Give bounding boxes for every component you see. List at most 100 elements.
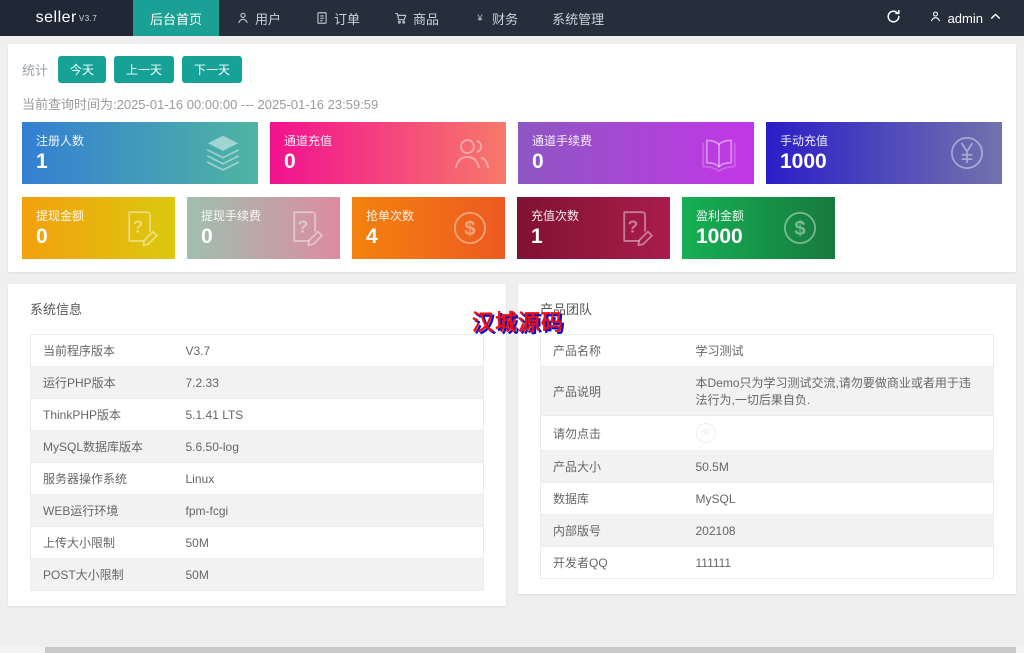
stat-card: 注册人数 1 bbox=[22, 122, 258, 184]
table-row: 产品大小 50.5M bbox=[540, 450, 994, 483]
row-label: MySQL数据库版本 bbox=[30, 430, 174, 463]
main-menu: 后台首页 用户 订单 商品 ¥ 财务 系统管理 bbox=[133, 0, 621, 36]
table-row: 产品名称 学习测试 bbox=[540, 334, 994, 367]
row-label: 内部版号 bbox=[540, 514, 684, 547]
row-value: 50.5M bbox=[683, 450, 994, 483]
row-value: Linux bbox=[173, 462, 484, 495]
nav-item-1[interactable]: 后台首页 bbox=[133, 0, 220, 36]
row-label: WEB运行环境 bbox=[30, 494, 174, 527]
stat-card-value: 1000 bbox=[780, 150, 827, 173]
stat-card-value: 1000 bbox=[696, 225, 743, 248]
scrollbar-thumb[interactable] bbox=[45, 647, 1016, 653]
row-value: 202108 bbox=[683, 514, 994, 547]
user-name: admin bbox=[947, 10, 983, 26]
table-row: 数据库 MySQL bbox=[540, 482, 994, 515]
yen-icon: ¥ bbox=[473, 11, 487, 25]
doc-question-icon: ? bbox=[117, 205, 163, 251]
stat-card-label: 通道手续费 bbox=[532, 134, 593, 148]
table-row: 内部版号 202108 bbox=[540, 514, 994, 547]
nav-item-label: 商品 bbox=[413, 11, 440, 27]
person-icon bbox=[929, 10, 942, 26]
row-value: 学习测试 bbox=[683, 334, 994, 367]
system-info-table: 当前程序版本 V3.7 运行PHP版本 7.2.33 ThinkPHP版本 5.1.41 … bbox=[30, 334, 484, 591]
svg-text:$: $ bbox=[464, 218, 475, 240]
nav-item-5[interactable]: ¥ 财务 bbox=[456, 0, 535, 36]
row-label: 当前程序版本 bbox=[30, 334, 174, 367]
system-info-panel: 系统信息 当前程序版本 V3.7 运行PHP版本 7.2.33 ThinkPHP版本 5.… bbox=[8, 284, 506, 606]
yen-circle-icon bbox=[944, 130, 990, 176]
stat-cards-row-1: 注册人数 1 通道充值 0 通道手续费 0 手动充值 1000 bbox=[22, 122, 1002, 184]
svg-text:¥: ¥ bbox=[476, 13, 483, 23]
app-logo[interactable]: seller V3.7 bbox=[0, 0, 133, 36]
dollar-circle-icon: $ bbox=[447, 205, 493, 251]
stat-card: 通道充值 0 bbox=[270, 122, 506, 184]
product-team-table: 产品名称 学习测试 产品说明 本Demo只为学习测试交流,请勿要做商业或者用于违法行为… bbox=[540, 334, 994, 579]
stat-cards-row-2: 提现金额 0? 提现手续费 0? 抢单次数 4 $ 充值次数 1? 盈利金额 1000 $ bbox=[22, 197, 1002, 259]
row-value: 111111 bbox=[695, 555, 732, 570]
file-icon bbox=[315, 11, 329, 25]
refresh-button[interactable] bbox=[868, 0, 919, 36]
system-info-title: 系统信息 bbox=[30, 302, 83, 317]
period-button-3[interactable]: 下一天 bbox=[182, 56, 243, 83]
stat-card-label: 提现手续费 bbox=[201, 209, 262, 223]
row-value: HD bbox=[683, 415, 994, 451]
stats-toolbar: 统计 今天 上一天 下一天 bbox=[22, 56, 1002, 83]
stat-card-label: 注册人数 bbox=[36, 134, 85, 148]
nav-item-2[interactable]: 用户 bbox=[219, 0, 298, 36]
table-row: 当前程序版本 V3.7 bbox=[30, 334, 484, 367]
do-not-click-badge[interactable]: HD bbox=[695, 423, 716, 443]
table-row: ThinkPHP版本 5.1.41 LTS bbox=[30, 398, 484, 431]
stat-card-value: 1 bbox=[36, 150, 48, 173]
stat-card: 提现金额 0? bbox=[22, 197, 175, 259]
stat-card-label: 手动充值 bbox=[780, 134, 829, 148]
table-row: 服务器操作系统 Linux bbox=[30, 462, 484, 495]
stat-card: 盈利金额 1000 $ bbox=[682, 197, 835, 259]
user-menu[interactable]: admin bbox=[919, 0, 1024, 36]
product-team-title: 产品团队 bbox=[540, 302, 593, 317]
doc-question-icon: ? bbox=[282, 205, 328, 251]
stat-card: 充值次数 1? bbox=[517, 197, 670, 259]
stat-card: 抢单次数 4 $ bbox=[352, 197, 505, 259]
table-row: MySQL数据库版本 5.6.50-log bbox=[30, 430, 484, 463]
product-team-panel: 产品团队 产品名称 学习测试 产品说明 本Demo只为学习测试交流,请勿要做商业或者用… bbox=[518, 284, 1016, 594]
row-label: 产品说明 bbox=[540, 366, 684, 416]
row-label: 上传大小限制 bbox=[30, 526, 174, 559]
row-label: 产品名称 bbox=[540, 334, 684, 367]
period-button-2[interactable]: 上一天 bbox=[114, 56, 175, 83]
table-row: WEB运行环境 fpm-fcgi bbox=[30, 494, 484, 527]
row-value: 50M bbox=[173, 558, 484, 591]
nav-item-3[interactable]: 订单 bbox=[298, 0, 377, 36]
nav-item-4[interactable]: 商品 bbox=[377, 0, 456, 36]
row-label: 数据库 bbox=[540, 482, 684, 515]
row-value: V3.7 bbox=[173, 334, 484, 367]
stat-card-value: 0 bbox=[36, 225, 48, 248]
query-time-text: 当前查询时间为:2025-01-16 00:00:00 --- 2025-01-… bbox=[22, 97, 379, 112]
period-button-1[interactable]: 今天 bbox=[58, 56, 107, 83]
stat-card-label: 充值次数 bbox=[531, 209, 580, 223]
stat-card-label: 盈利金额 bbox=[696, 209, 745, 223]
horizontal-scrollbar bbox=[0, 647, 1024, 653]
layers-icon bbox=[200, 130, 246, 176]
stat-card-value: 4 bbox=[366, 225, 378, 248]
stats-panel: 统计 今天 上一天 下一天 当前查询时间为:2025-01-16 00:00:00 … bbox=[8, 44, 1016, 272]
table-row: 运行PHP版本 7.2.33 bbox=[30, 366, 484, 399]
dollar-circle-icon: $ bbox=[777, 205, 823, 251]
top-navbar: seller V3.7 后台首页 用户 订单 商品 ¥ 财务 系统管理 admin bbox=[0, 0, 1024, 36]
svg-text:?: ? bbox=[628, 216, 639, 236]
table-row: 上传大小限制 50M bbox=[30, 526, 484, 559]
svg-text:?: ? bbox=[298, 216, 309, 236]
book-icon bbox=[696, 130, 742, 176]
person-icon bbox=[236, 11, 250, 25]
table-row: POST大小限制 50M bbox=[30, 558, 484, 591]
table-row: 产品说明 本Demo只为学习测试交流,请勿要做商业或者用于违法行为,一切后果自负. bbox=[540, 366, 994, 416]
nav-item-label: 订单 bbox=[334, 11, 361, 27]
stat-card-value: 1 bbox=[531, 225, 543, 248]
row-label: 请勿点击 bbox=[540, 415, 684, 451]
row-value: 7.2.33 bbox=[173, 366, 484, 399]
stats-label: 统计 bbox=[22, 63, 49, 78]
svg-text:?: ? bbox=[133, 216, 144, 236]
app-logo-version: V3.7 bbox=[78, 13, 98, 23]
app-logo-text: seller bbox=[35, 9, 77, 26]
stat-card-label: 抢单次数 bbox=[366, 209, 415, 223]
nav-item-6[interactable]: 系统管理 bbox=[535, 0, 621, 36]
